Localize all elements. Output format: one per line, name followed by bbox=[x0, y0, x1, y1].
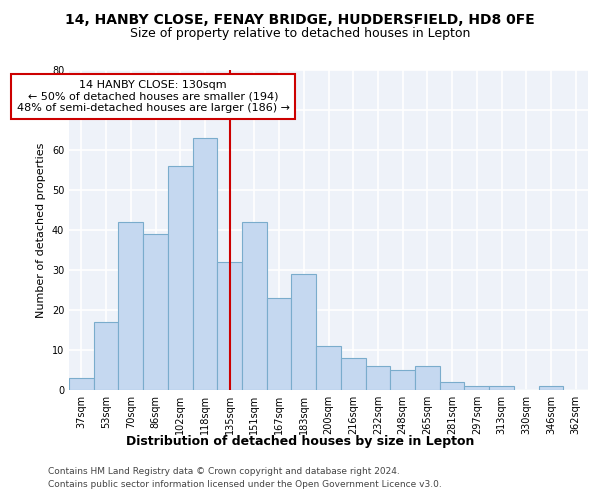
Bar bbox=[217, 262, 242, 390]
Text: 14, HANBY CLOSE, FENAY BRIDGE, HUDDERSFIELD, HD8 0FE: 14, HANBY CLOSE, FENAY BRIDGE, HUDDERSFI… bbox=[65, 12, 535, 26]
Y-axis label: Number of detached properties: Number of detached properties bbox=[36, 142, 46, 318]
Bar bbox=[341, 358, 365, 390]
Bar bbox=[94, 322, 118, 390]
Bar bbox=[390, 370, 415, 390]
Text: Contains HM Land Registry data © Crown copyright and database right 2024.: Contains HM Land Registry data © Crown c… bbox=[48, 468, 400, 476]
Bar bbox=[143, 234, 168, 390]
Bar bbox=[464, 386, 489, 390]
Bar bbox=[69, 378, 94, 390]
Text: 14 HANBY CLOSE: 130sqm
← 50% of detached houses are smaller (194)
48% of semi-de: 14 HANBY CLOSE: 130sqm ← 50% of detached… bbox=[17, 80, 290, 113]
Bar bbox=[242, 222, 267, 390]
Bar bbox=[316, 346, 341, 390]
Bar bbox=[489, 386, 514, 390]
Bar bbox=[118, 222, 143, 390]
Bar bbox=[365, 366, 390, 390]
Bar bbox=[415, 366, 440, 390]
Bar bbox=[292, 274, 316, 390]
Text: Size of property relative to detached houses in Lepton: Size of property relative to detached ho… bbox=[130, 28, 470, 40]
Text: Distribution of detached houses by size in Lepton: Distribution of detached houses by size … bbox=[126, 435, 474, 448]
Bar bbox=[539, 386, 563, 390]
Bar bbox=[168, 166, 193, 390]
Bar bbox=[440, 382, 464, 390]
Bar bbox=[267, 298, 292, 390]
Bar bbox=[193, 138, 217, 390]
Text: Contains public sector information licensed under the Open Government Licence v3: Contains public sector information licen… bbox=[48, 480, 442, 489]
